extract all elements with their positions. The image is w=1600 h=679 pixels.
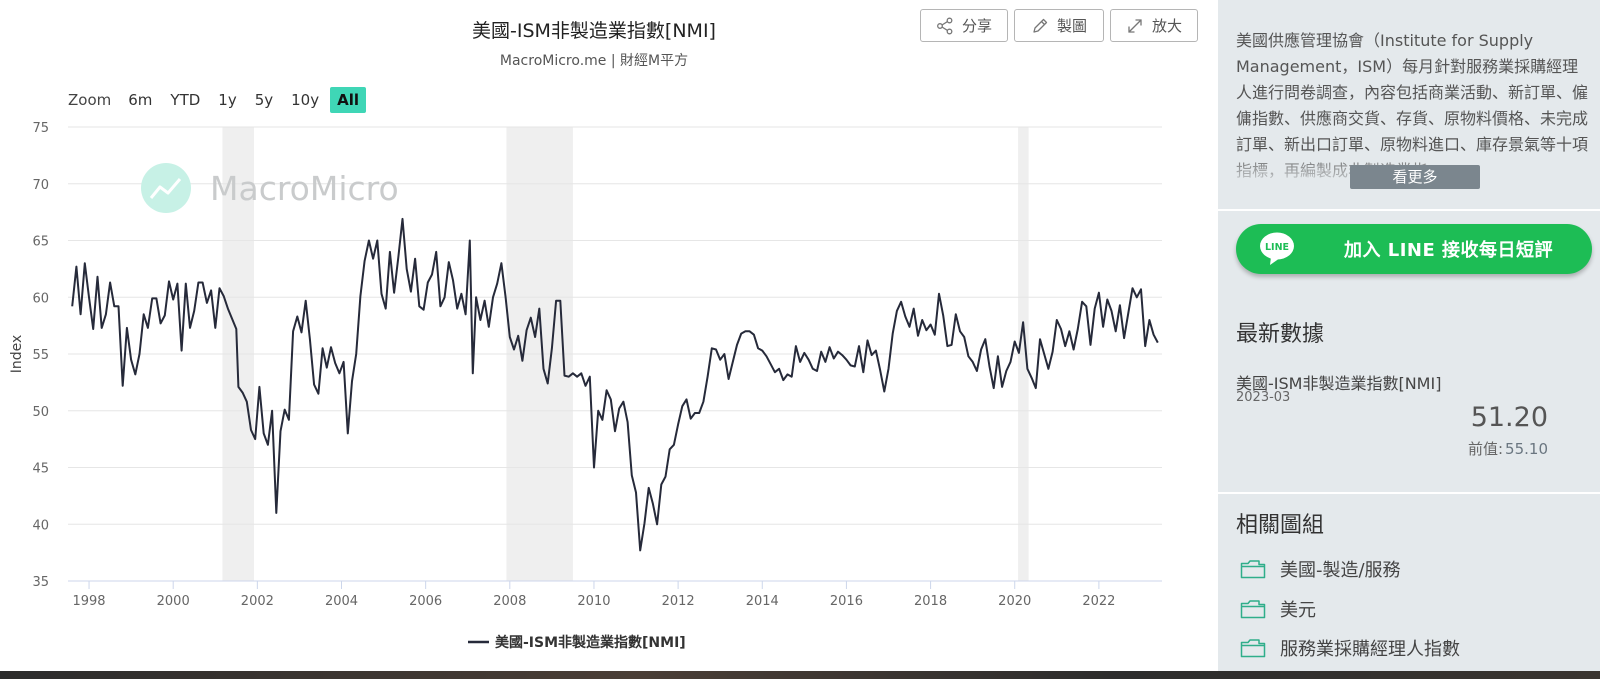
chart-svg[interactable]: 35 40 45 50 55 60 65 70 75 1998 2000 2002 2004 2006 20… [0, 0, 1218, 671]
expand-label: 放大 [1151, 17, 1182, 35]
range-1y-button[interactable]: 1y [218, 90, 237, 109]
legend-label: 美國-ISM非製造業指數[NMI] [495, 634, 686, 651]
y-tick-label: 60 [32, 291, 49, 306]
join-line-label: 加入 LINE 接收每日短評 [1344, 240, 1554, 261]
x-tick-label: 2010 [577, 594, 610, 609]
related-item-usd[interactable]: 美元 [1240, 596, 1316, 622]
y-tick-label: 75 [32, 121, 49, 136]
y-tick-label: 45 [32, 462, 49, 477]
related-item-label: 美國-製造/服務 [1280, 560, 1401, 581]
line-logo-icon: LINE [1260, 232, 1294, 265]
x-tick-label: 2012 [662, 594, 695, 609]
y-tick-label: 40 [32, 518, 49, 533]
previous-value-row: 前值: 55.10 [1468, 438, 1548, 459]
y-tick-label: 70 [32, 178, 49, 193]
related-charts-heading: 相關圖組 [1236, 513, 1325, 538]
range-ytd-button[interactable]: YTD [170, 90, 201, 109]
expand-icon [1128, 18, 1142, 33]
join-line-button[interactable]: LINE 加入 LINE 接收每日短評 [1236, 224, 1592, 274]
chart-title: 美國-ISM非製造業指數[NMI] [472, 20, 716, 42]
related-item-label: 服務業採購經理人指數 [1280, 639, 1460, 660]
latest-date: 2023-03 [1236, 390, 1291, 405]
y-tick-label: 50 [32, 405, 49, 420]
y-axis-label: Index [9, 335, 25, 374]
range-5y-button[interactable]: 5y [254, 90, 274, 109]
x-tick-label: 2008 [493, 594, 526, 609]
x-tick-label: 2006 [409, 594, 442, 609]
series-line [71, 217, 1159, 552]
x-tick-label: 2000 [157, 594, 190, 609]
y-tick-label: 55 [32, 348, 49, 363]
x-tick-label: 2020 [998, 594, 1031, 609]
x-tick-label: 2018 [914, 594, 947, 609]
zoom-label: Zoom [68, 90, 112, 109]
read-more-button[interactable]: 看更多 [1350, 165, 1480, 189]
y-tick-label: 35 [32, 575, 49, 590]
previous-value: 55.10 [1505, 440, 1548, 458]
chart-pane: 35 40 45 50 55 60 65 70 75 1998 2000 2002 2004 2006 20… [0, 0, 1218, 671]
related-item-us-manufacturing-services[interactable]: 美國-製造/服務 [1240, 556, 1401, 582]
range-all-button[interactable]: All [330, 86, 367, 113]
chart-description: 美國供應管理協會（Institute for Supply Management… [1236, 31, 1588, 180]
related-item-label: 美元 [1280, 600, 1316, 621]
divider [1218, 492, 1600, 494]
range-selector: Zoom 6m YTD 1y 5y 10y All [60, 85, 370, 114]
folder-icon [1240, 600, 1266, 619]
folder-icon [1240, 560, 1266, 579]
watermark-chart-icon [149, 178, 182, 199]
x-tick-label: 2002 [241, 594, 274, 609]
share-label: 分享 [961, 17, 992, 35]
draw-label: 製圖 [1056, 17, 1087, 35]
pencil-icon [1033, 18, 1048, 33]
x-tick-label: 1998 [72, 594, 105, 609]
related-item-services-pmi[interactable]: 服務業採購經理人指數 [1240, 635, 1460, 661]
draw-button[interactable]: 製圖 [1014, 9, 1104, 42]
line-logo-text: LINE [1265, 242, 1289, 253]
taskbar-strip [0, 671, 1600, 679]
x-tick-label: 2016 [830, 594, 863, 609]
divider [1218, 209, 1600, 211]
x-tick-label: 2022 [1082, 594, 1115, 609]
latest-value: 51.20 [1470, 402, 1548, 433]
folder-icon [1240, 639, 1266, 658]
y-tick-label: 65 [32, 235, 49, 250]
range-6m-button[interactable]: 6m [128, 90, 153, 109]
x-tick-label: 2004 [325, 594, 358, 609]
chart-subtitle: MacroMicro.me | 財經M平方 [499, 53, 689, 69]
x-tick-label: 2014 [746, 594, 779, 609]
expand-button[interactable]: 放大 [1110, 9, 1198, 42]
previous-value-label: 前值: [1467, 440, 1504, 458]
watermark-text: MacroMicro [210, 169, 399, 208]
watermark-logo-icon [141, 163, 191, 213]
latest-series-name: 美國-ISM非製造業指數[NMI] [1236, 374, 1442, 393]
range-10y-button[interactable]: 10y [291, 90, 320, 109]
latest-data-heading: 最新數據 [1236, 322, 1325, 347]
sidebar: 美國供應管理協會（Institute for Supply Management… [1218, 0, 1600, 671]
share-button[interactable]: 分享 [920, 9, 1008, 42]
share-icon [937, 17, 953, 34]
